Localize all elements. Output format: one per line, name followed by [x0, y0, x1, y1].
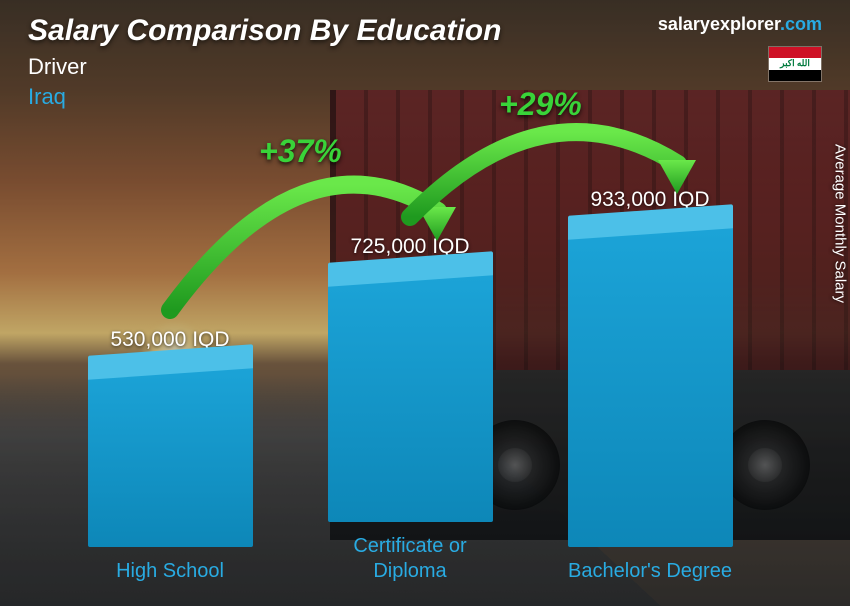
- flag-stripe: [769, 70, 821, 81]
- bar-front-face: [328, 269, 493, 522]
- bar: [88, 362, 253, 547]
- bar-front-face: [568, 222, 733, 547]
- bar-category-label: High School: [116, 559, 224, 584]
- brand-domain: .com: [780, 14, 822, 34]
- country-flag-icon: الله اكبر: [768, 46, 822, 82]
- bar-category-label: Certificate or Diploma: [320, 534, 500, 584]
- brand-logo: salaryexplorer.com: [658, 14, 822, 35]
- bar: [328, 269, 493, 522]
- flag-stripe: الله اكبر: [769, 58, 821, 69]
- bar-chart: 530,000 IQDHigh School725,000 IQDCertifi…: [50, 144, 770, 584]
- bar-group: 530,000 IQDHigh School: [65, 328, 275, 584]
- bar-group: 933,000 IQDBachelor's Degree: [545, 188, 755, 584]
- flag-script: الله اكبر: [769, 58, 821, 69]
- bar-category-label: Bachelor's Degree: [568, 559, 732, 584]
- subtitle-country: Iraq: [28, 84, 830, 110]
- bar-group: 725,000 IQDCertificate or Diploma: [305, 235, 515, 584]
- brand-name: salaryexplorer: [658, 14, 780, 34]
- subtitle-occupation: Driver: [28, 54, 830, 80]
- header: Salary Comparison By Education Driver Ir…: [28, 14, 830, 110]
- bar-front-face: [88, 362, 253, 547]
- bar: [568, 222, 733, 547]
- y-axis-label: Average Monthly Salary: [832, 144, 849, 303]
- flag-stripe: [769, 47, 821, 58]
